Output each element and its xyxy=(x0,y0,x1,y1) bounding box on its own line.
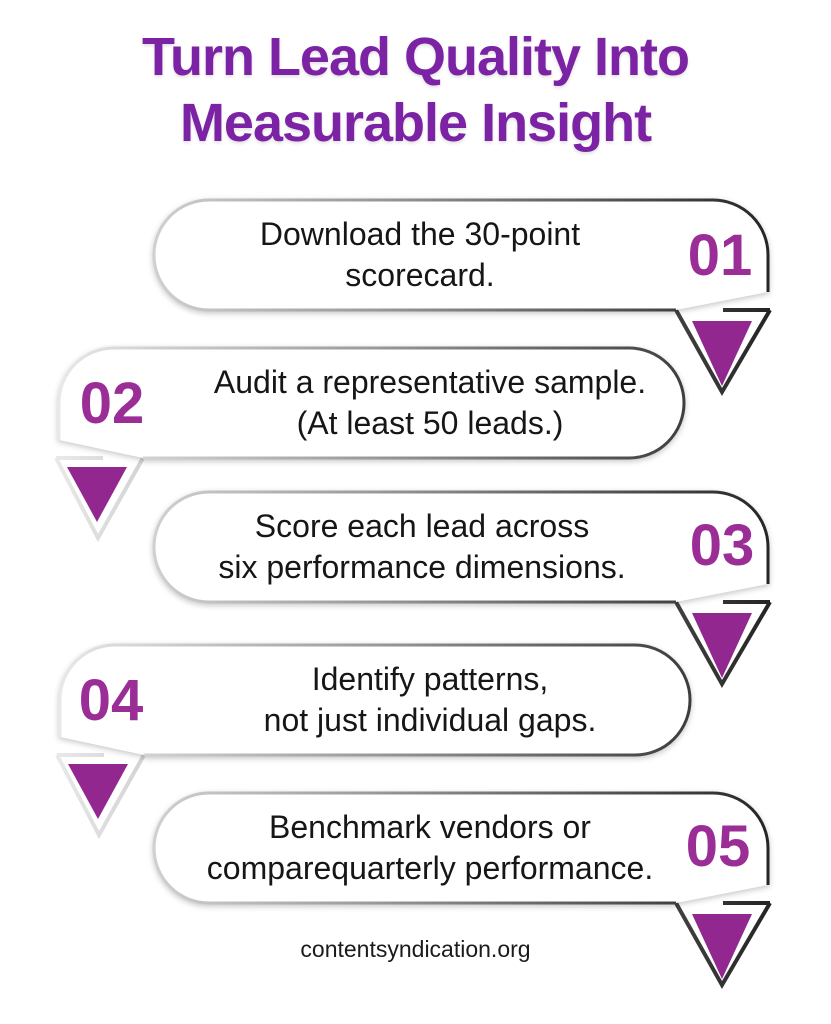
step-4-line1: Identify patterns, xyxy=(311,661,549,697)
step-1-arrow-outline xyxy=(674,308,772,397)
step-1-number: 01 xyxy=(687,223,753,288)
step-2-bubble xyxy=(57,346,686,460)
step-1-text: Download the 30-point scorecard. xyxy=(130,214,710,296)
step-1-line1: Download the 30-point xyxy=(259,216,581,252)
step-4-line2: not just individual gaps. xyxy=(263,702,597,738)
step-2-number: 02 xyxy=(79,371,145,436)
step-4-arrow-outline xyxy=(55,753,146,840)
step-1-bubble xyxy=(152,198,770,312)
step-5-arrow-outline xyxy=(674,901,772,990)
footer-website: contentsyndication.org xyxy=(300,936,531,962)
page-title: Turn Lead Quality Into Measurable Insigh… xyxy=(0,24,831,156)
page-title-line2: Measurable Insight xyxy=(179,93,652,153)
step-4-text: Identify patterns, not just individual g… xyxy=(140,659,720,741)
step-1-down-arrow-icon xyxy=(692,321,752,386)
step-3-arrow-outline xyxy=(674,600,772,689)
step-4-number: 04 xyxy=(78,668,144,733)
step-2-line1: Audit a representative sample. xyxy=(213,364,647,400)
step-4-down-arrow-icon xyxy=(68,764,128,819)
step-2-arrow-outline xyxy=(54,456,145,543)
step-2-line2: (At least 50 leads.) xyxy=(296,405,564,441)
step-3-line2: six performance dimensions. xyxy=(218,549,626,585)
step-3-text: Score each lead across six performance d… xyxy=(132,506,712,588)
step-2-text: Audit a representative sample. (At least… xyxy=(140,362,720,444)
step-3-line1: Score each lead across xyxy=(254,508,590,544)
step-4-bubble xyxy=(58,643,692,757)
step-3-number: 03 xyxy=(689,513,755,578)
page-title-line1: Turn Lead Quality Into xyxy=(141,27,690,87)
step-5-shape xyxy=(152,791,772,990)
step-5-line2: comparequarterly performance. xyxy=(206,850,654,886)
step-1-line2: scorecard. xyxy=(345,257,495,293)
step-1-shape xyxy=(152,198,772,397)
step-5-down-arrow-icon xyxy=(692,914,752,979)
step-5-number: 05 xyxy=(685,814,751,879)
step-2-down-arrow-icon xyxy=(67,467,127,522)
step-5-text: Benchmark vendors or comparequarterly pe… xyxy=(140,807,720,889)
step-3-down-arrow-icon xyxy=(692,613,752,678)
step-3-bubble xyxy=(152,490,770,604)
step-2-shape xyxy=(54,346,686,543)
step-3-shape xyxy=(152,490,772,689)
step-4-shape xyxy=(55,643,692,840)
step-5-line1: Benchmark vendors or xyxy=(269,809,591,845)
step-5-bubble xyxy=(152,791,770,905)
